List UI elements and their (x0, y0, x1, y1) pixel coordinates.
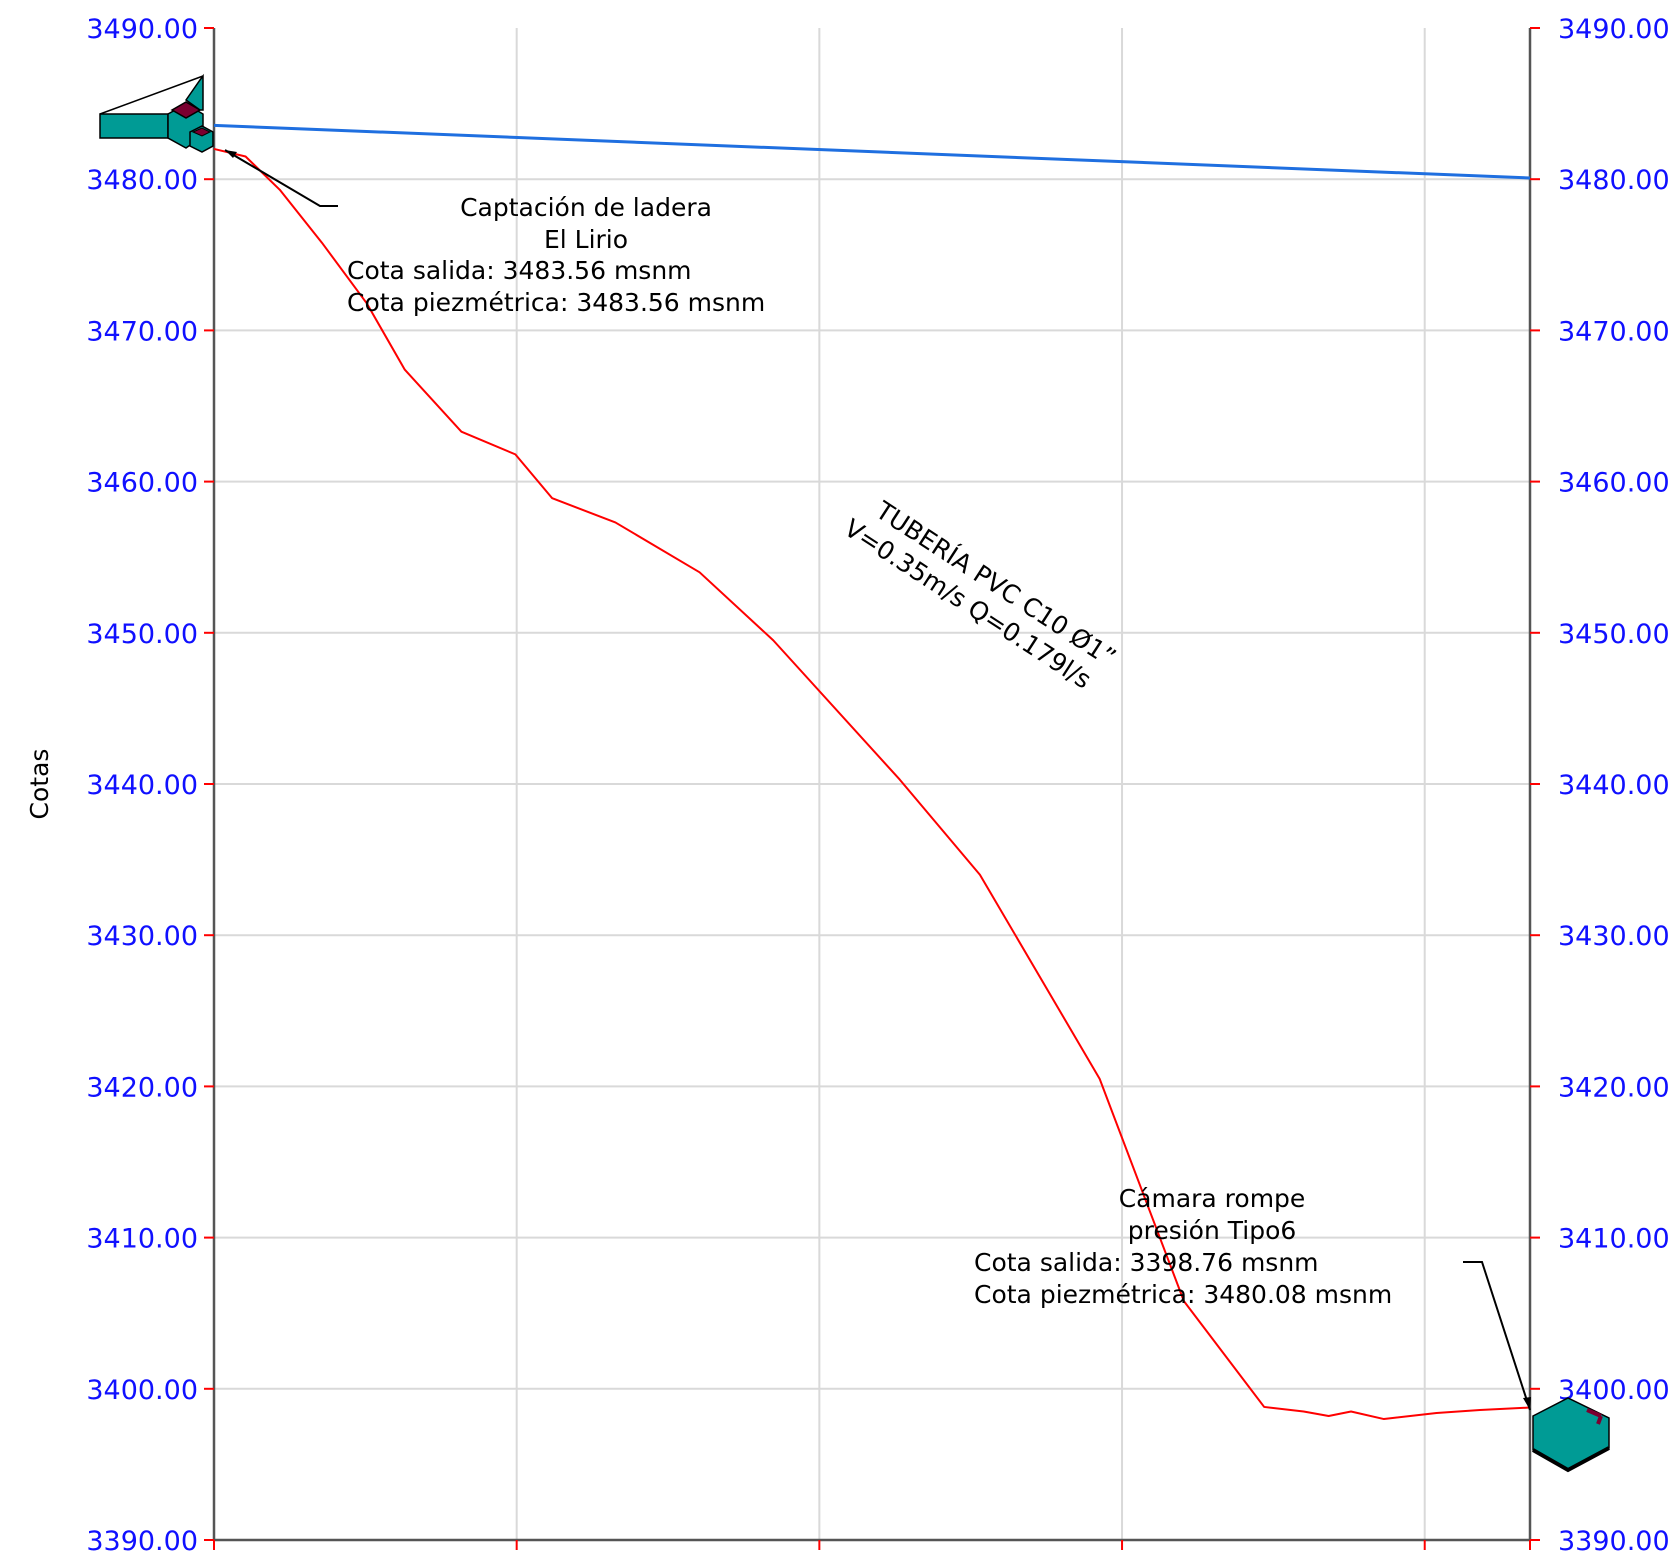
piezometric-line (213, 123, 1531, 180)
y-tick-label-left: 3420.00 (86, 1072, 198, 1103)
y-tick-label-left: 3400.00 (86, 1375, 198, 1406)
start-annotation-line-3: Cota salida: 3483.56 msnm (347, 256, 692, 285)
y-tick-label-left: 3390.00 (86, 1526, 198, 1557)
start-annotation-line-4: Cota piezmétrica: 3483.56 msnm (347, 288, 765, 317)
pipe-annotation-line-2: V=0.35m/s Q=0.179l/s (839, 513, 1096, 694)
y-tick-label-left: 3480.00 (86, 165, 198, 196)
ticks-layer: 3390.00 3390.00 3400.00 3400.00 3410.00 3410.… (86, 14, 1669, 1557)
end-annotation-line-2: presión Tipo6 (1128, 1216, 1297, 1245)
y-tick-label-left: 3410.00 (86, 1224, 198, 1255)
y-tick-label-left: 3470.00 (86, 316, 198, 347)
y-tick-label-right: 3480.00 (1558, 165, 1670, 196)
camara-rompe-presion-icon (1532, 1397, 1610, 1473)
pipe-annotation-line-1: TUBERÍA PVC C10 Ø1” (870, 495, 1121, 672)
pipe-annotation: TUBERÍA PVC C10 Ø1” V=0.35m/s Q=0.179l/s (839, 495, 1121, 694)
y-tick-label-left: 3490.00 (86, 14, 198, 45)
y-axis-label: Cotas (25, 749, 54, 820)
end-annotation: Cámara rompe presión Tipo6 Cota salida: … (974, 1184, 1392, 1309)
y-tick-label-right: 3490.00 (1558, 14, 1670, 45)
y-tick-label-right: 3410.00 (1558, 1224, 1670, 1255)
end-annotation-line-4: Cota piezmétrica: 3480.08 msnm (974, 1280, 1392, 1309)
end-annotation-line-3: Cota salida: 3398.76 msnm (974, 1248, 1319, 1277)
start-annotation-line-2: El Lirio (544, 225, 628, 254)
y-tick-label-left: 3450.00 (86, 619, 198, 650)
y-tick-label-right: 3450.00 (1558, 619, 1670, 650)
y-tick-label-left: 3430.00 (86, 921, 198, 952)
grid-layer (214, 28, 1530, 1540)
y-tick-label-left: 3440.00 (86, 770, 198, 801)
y-tick-label-right: 3460.00 (1558, 468, 1670, 499)
y-tick-label-right: 3430.00 (1558, 921, 1670, 952)
start-annotation-line-1: Captación de ladera (460, 193, 712, 222)
y-tick-label-right: 3390.00 (1558, 1526, 1670, 1557)
y-tick-label-right: 3470.00 (1558, 316, 1670, 347)
series-layer (213, 123, 1531, 1421)
terrain-line (213, 147, 1531, 1421)
y-tick-label-right: 3420.00 (1558, 1072, 1670, 1103)
start-annotation: Captación de ladera El Lirio Cota salida… (347, 193, 765, 317)
captacion-structure-icon (99, 73, 214, 153)
leader-lines (224, 149, 1531, 1411)
y-tick-label-right: 3440.00 (1558, 770, 1670, 801)
y-tick-label-left: 3460.00 (86, 468, 198, 499)
y-tick-label-right: 3400.00 (1558, 1375, 1670, 1406)
end-annotation-line-1: Cámara rompe (1119, 1184, 1306, 1213)
